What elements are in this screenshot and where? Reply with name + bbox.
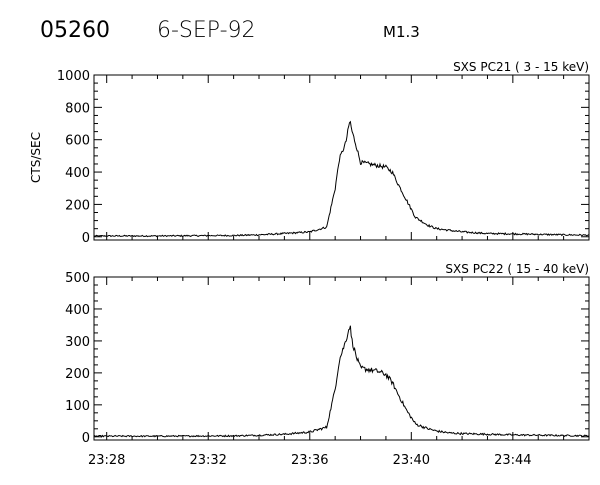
panel-title: SXS PC21 ( 3 - 15 keV): [453, 60, 589, 74]
panels: SXS PC21 ( 3 - 15 keV) CTS/SEC 0 200 400 600 8…: [29, 60, 590, 468]
y-tick-label: 200: [65, 367, 90, 382]
panel-title: SXS PC22 ( 15 - 40 keV): [445, 262, 589, 276]
event-number: 05260: [40, 18, 110, 43]
x-tick-label: 23:44: [494, 453, 531, 468]
plot-frame: [93, 276, 590, 441]
y-tick-label: 0: [82, 231, 90, 246]
plot-frame: [93, 74, 590, 241]
y-tick-label: 400: [65, 303, 90, 318]
event-date: 6-SEP-92: [157, 18, 256, 43]
y-tick-label: 200: [65, 198, 90, 213]
y-tick-label: 0: [82, 431, 90, 446]
y-tick-label: 400: [65, 166, 90, 181]
y-tick-label: 800: [65, 101, 90, 116]
chart-panel-2: SXS PC22 ( 15 - 40 keV) 0 100 200 300 400 500 2…: [65, 262, 590, 468]
y-tick-label: 500: [65, 271, 90, 286]
flare-class: M1.3: [383, 23, 420, 41]
y-axis-label: CTS/SEC: [29, 132, 43, 183]
x-tick-label: 23:40: [393, 453, 430, 468]
chart-panel-1: SXS PC21 ( 3 - 15 keV) CTS/SEC 0 200 400 600 8…: [29, 60, 590, 246]
y-tick-label: 1000: [57, 69, 90, 84]
series-line-1: [93, 120, 590, 238]
y-tick-label: 300: [65, 335, 90, 350]
y-tick-label: 100: [65, 399, 90, 414]
y-tick-label: 600: [65, 134, 90, 149]
x-tick-label: 23:28: [88, 453, 125, 468]
x-tick-label: 23:32: [189, 453, 226, 468]
series-line-1: [93, 325, 590, 438]
x-tick-label: 23:36: [291, 453, 328, 468]
